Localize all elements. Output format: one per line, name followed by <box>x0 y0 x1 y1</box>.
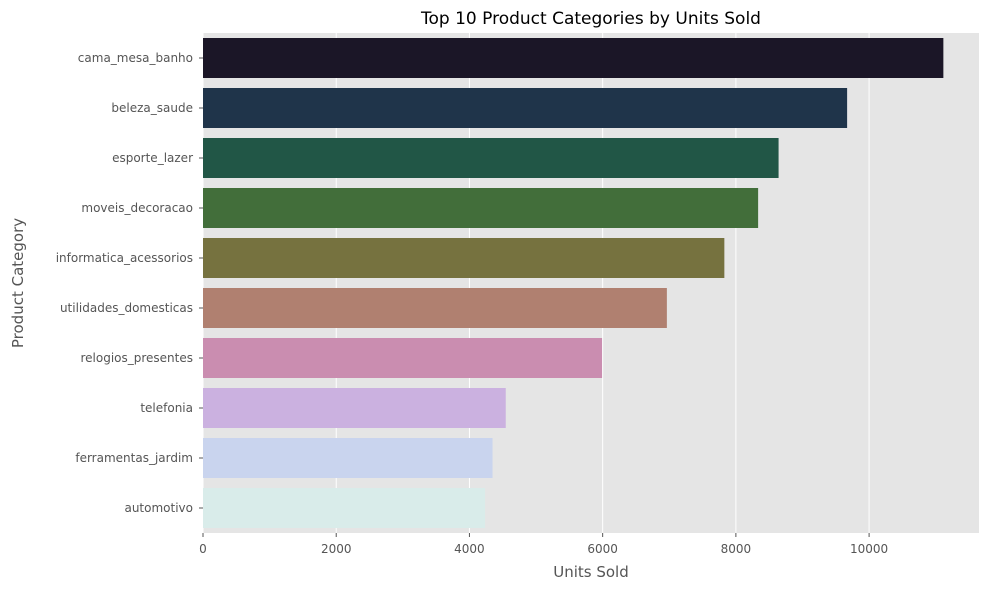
x-axis-label: Units Sold <box>553 563 629 581</box>
y-tick-label: utilidades_domesticas <box>60 301 193 315</box>
bar-telefonia <box>203 388 506 428</box>
x-tick-label: 10000 <box>850 542 888 556</box>
y-tick-labels: cama_mesa_banho beleza_saude esporte_lazer… <box>56 51 203 515</box>
y-tick-label: telefonia <box>140 401 193 415</box>
y-tick-label: automotivo <box>124 501 193 515</box>
bar-automotivo <box>203 488 486 528</box>
y-tick-label: cama_mesa_banho <box>78 51 193 65</box>
y-axis-label: Product Category <box>9 218 27 348</box>
y-tick-label: ferramentas_jardim <box>75 451 193 465</box>
bar-ferramentas-jardim <box>203 438 493 478</box>
bar-beleza-saude <box>203 88 848 128</box>
y-tick-label: beleza_saude <box>111 101 193 115</box>
y-tick-label: informatica_acessorios <box>56 251 193 265</box>
bar-informatica-acessorios <box>203 238 725 278</box>
bar-cama-mesa-banho <box>203 38 944 78</box>
bar-esporte-lazer <box>203 138 779 178</box>
x-tick-label: 8000 <box>721 542 752 556</box>
bar-relogios-presentes <box>203 338 603 378</box>
x-tick-label: 2000 <box>321 542 352 556</box>
x-tick-labels: 0 2000 4000 6000 8000 10000 <box>199 533 888 556</box>
x-tick-label: 0 <box>199 542 207 556</box>
chart-title: Top 10 Product Categories by Units Sold <box>420 9 761 29</box>
bars <box>203 38 944 528</box>
bar-moveis-decoracao <box>203 188 759 228</box>
y-tick-label: esporte_lazer <box>112 151 193 165</box>
x-tick-label: 6000 <box>587 542 618 556</box>
y-tick-label: relogios_presentes <box>80 351 193 365</box>
bar-utilidades-domesticas <box>203 288 667 328</box>
x-tick-label: 4000 <box>454 542 485 556</box>
y-tick-label: moveis_decoracao <box>81 201 193 215</box>
